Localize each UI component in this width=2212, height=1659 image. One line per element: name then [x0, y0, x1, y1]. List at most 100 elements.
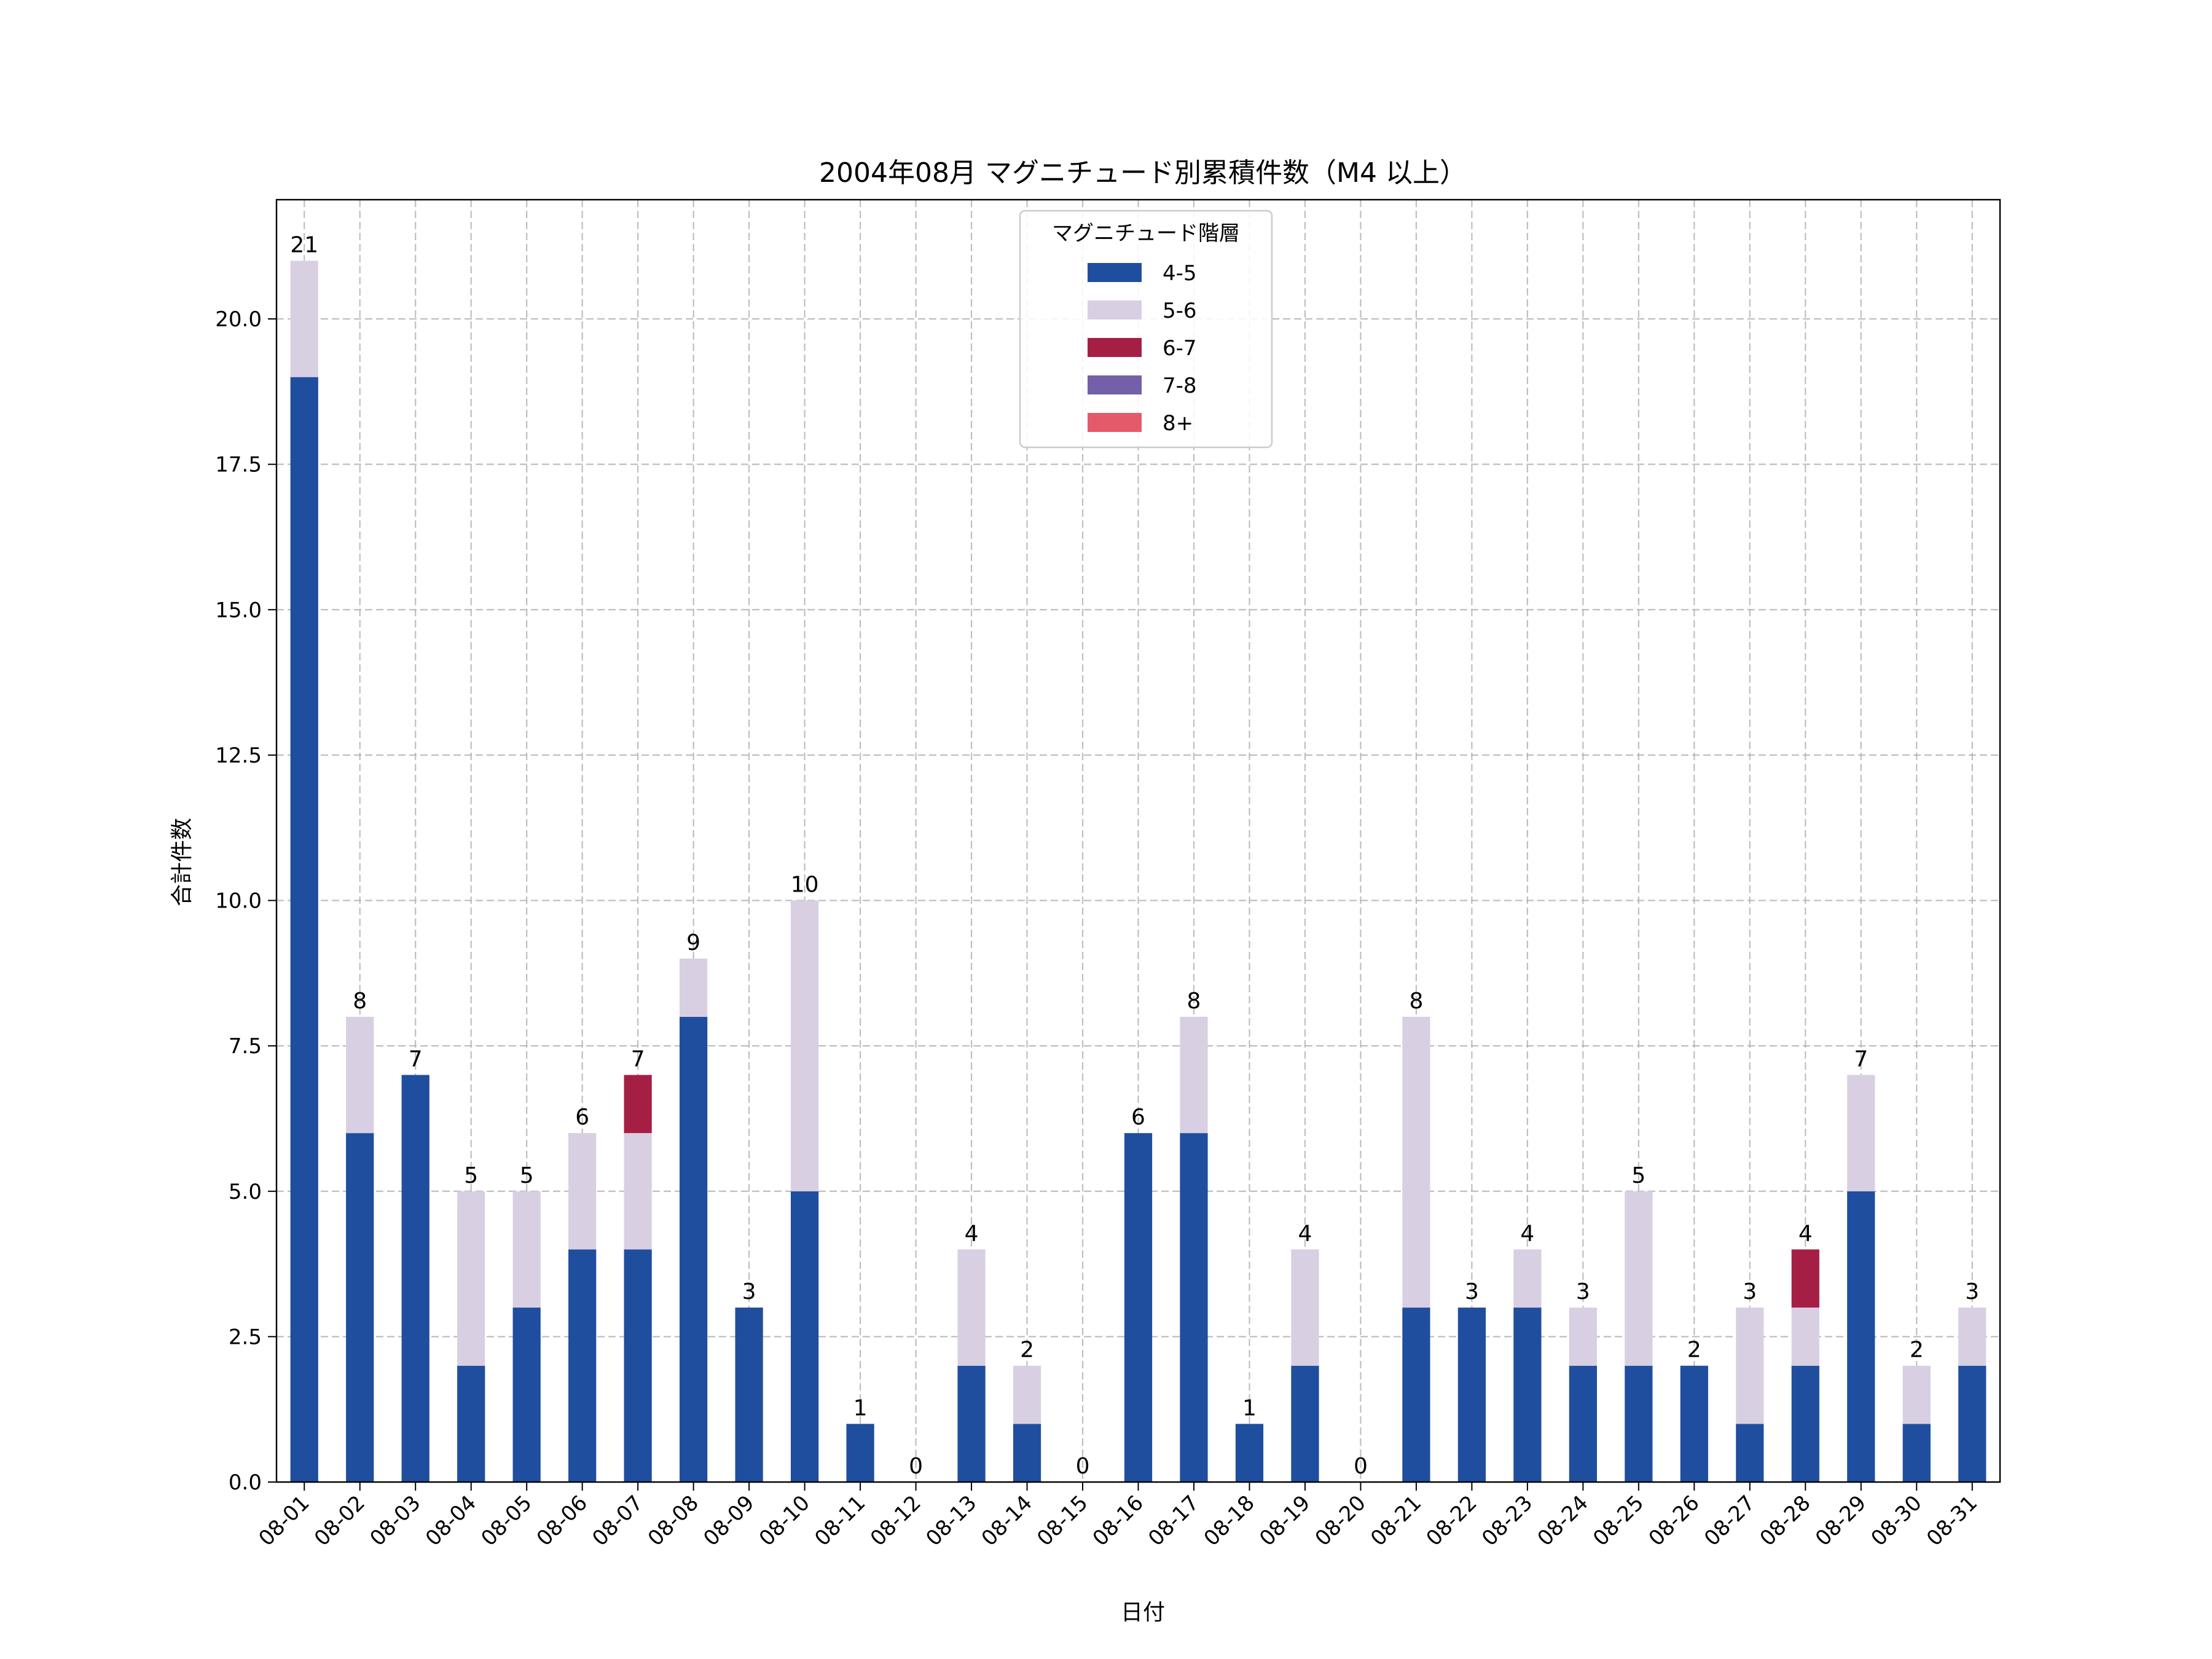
legend-box	[1019, 210, 1273, 449]
bar-total-label: 4	[1520, 1221, 1534, 1246]
y-tick-label: 17.5	[215, 453, 262, 477]
bar-total-label: 21	[290, 232, 318, 257]
bar-segment-4-5	[735, 1308, 763, 1482]
chart-title: 2004年08月 マグニチュード別累積件数（M4 以上）	[819, 157, 1467, 189]
bar-segment-5-6	[790, 900, 819, 1191]
bar-segment-4-5	[1902, 1424, 1931, 1482]
legend: マグニチュード階層 4-5 5-6 6-7 7-8 8+	[1019, 210, 1273, 449]
bar-segment-4-5	[846, 1424, 874, 1482]
bar-total-label: 8	[1187, 989, 1201, 1014]
legend-entry-label: 5-6	[1163, 299, 1197, 323]
y-tick-label: 0.0	[229, 1470, 262, 1495]
bar-total-label: 6	[575, 1105, 589, 1130]
bar-segment-4-5	[624, 1249, 652, 1482]
y-axis-label: 合計件数	[170, 818, 195, 906]
plot-frame	[275, 198, 2001, 1483]
bar-segment-5-6	[1402, 1016, 1430, 1308]
bar-total-label: 0	[1354, 1454, 1368, 1479]
y-tick-label: 2.5	[229, 1325, 262, 1349]
bar-segment-5-6	[957, 1249, 986, 1366]
bar-segment-5-6	[346, 1016, 374, 1134]
legend-swatch-7-8	[1088, 375, 1142, 394]
bar-segment-4-5	[1791, 1365, 1819, 1482]
bar-segment-5-6	[1513, 1249, 1542, 1308]
bar-total-label: 5	[464, 1163, 478, 1188]
bar-segment-4-5	[1680, 1365, 1708, 1482]
bar-total-label: 2	[1687, 1338, 1701, 1363]
y-tick-label: 10.0	[215, 889, 262, 914]
bar-segment-4-5	[1625, 1365, 1653, 1482]
bar-total-label: 3	[1465, 1279, 1479, 1304]
bar-segment-4-5	[346, 1133, 374, 1482]
bar-segment-5-6	[1902, 1365, 1931, 1424]
legend-swatch-6-7	[1088, 338, 1142, 357]
bar-total-label: 5	[520, 1163, 534, 1188]
bar-total-label: 3	[1576, 1279, 1590, 1304]
legend-swatch-4-5	[1088, 263, 1142, 282]
y-tick-label: 5.0	[229, 1180, 262, 1204]
bar-segment-5-6	[624, 1133, 652, 1250]
bar-total-label: 4	[965, 1221, 979, 1246]
bar-total-label: 0	[1076, 1454, 1090, 1479]
bar-segment-4-5	[790, 1191, 819, 1482]
legend-entry-label: 4-5	[1163, 261, 1197, 286]
bar-segment-4-5	[1402, 1308, 1430, 1482]
bar-segment-5-6	[512, 1191, 541, 1308]
bar-segment-4-5	[457, 1365, 485, 1482]
bar-total-label: 10	[791, 873, 819, 898]
bar-segment-4-5	[1847, 1191, 1875, 1482]
bar-total-label: 7	[409, 1046, 423, 1072]
bar-segment-4-5	[1736, 1424, 1764, 1482]
bar-segment-4-5	[957, 1365, 986, 1482]
bar-segment-6-7	[1791, 1249, 1819, 1308]
legend-entry-label: 8+	[1163, 411, 1193, 436]
bar-total-label: 3	[742, 1279, 756, 1304]
bar-total-label: 8	[1409, 989, 1423, 1014]
bar-segment-5-6	[1791, 1308, 1819, 1366]
bar-segment-5-6	[1625, 1191, 1653, 1366]
bar-segment-5-6	[290, 261, 318, 377]
bar-total-label: 2	[1910, 1338, 1924, 1363]
y-tick-label: 15.0	[215, 598, 262, 622]
bar-segment-5-6	[1291, 1249, 1319, 1366]
bar-total-label: 9	[686, 930, 700, 955]
bar-segment-5-6	[457, 1191, 485, 1366]
bar-total-label: 5	[1631, 1163, 1645, 1188]
bar-total-label: 7	[1854, 1046, 1868, 1072]
bar-total-label: 7	[631, 1046, 645, 1072]
bar-segment-4-5	[290, 377, 318, 1482]
bar-segment-4-5	[1124, 1133, 1153, 1482]
bar-total-label: 3	[1743, 1279, 1757, 1304]
bar-segment-4-5	[680, 1016, 708, 1482]
bar-segment-4-5	[1958, 1365, 1986, 1482]
bar-total-label: 3	[1965, 1279, 1979, 1304]
bar-total-label: 1	[853, 1395, 868, 1421]
bar-segment-5-6	[1958, 1308, 1986, 1366]
bar-segment-5-6	[1847, 1075, 1875, 1191]
bars-layer	[290, 261, 1986, 1482]
bar-segment-5-6	[680, 959, 708, 1017]
bar-total-label: 2	[1020, 1338, 1034, 1363]
bar-total-label: 4	[1298, 1221, 1312, 1246]
bar-segment-4-5	[1180, 1133, 1208, 1482]
bar-segment-5-6	[1569, 1308, 1597, 1366]
bar-total-label: 1	[1242, 1395, 1257, 1421]
legend-entry-label: 6-7	[1163, 336, 1197, 361]
bar-segment-6-7	[624, 1075, 652, 1134]
bar-segment-4-5	[1569, 1365, 1597, 1482]
bar-segment-4-5	[1291, 1365, 1319, 1482]
bar-total-label: 6	[1131, 1105, 1145, 1130]
x-axis-label: 日付	[1121, 1600, 1165, 1625]
bar-total-label: 0	[909, 1454, 923, 1479]
bar-segment-4-5	[568, 1249, 597, 1482]
bar-segment-4-5	[1013, 1424, 1041, 1482]
bar-total-label: 4	[1798, 1221, 1813, 1246]
bar-segment-5-6	[1736, 1308, 1764, 1424]
legend-title: マグニチュード階層	[1052, 221, 1240, 246]
y-tick-label: 7.5	[229, 1034, 262, 1059]
bar-segment-4-5	[1457, 1308, 1486, 1482]
bar-total-label: 8	[353, 989, 367, 1014]
